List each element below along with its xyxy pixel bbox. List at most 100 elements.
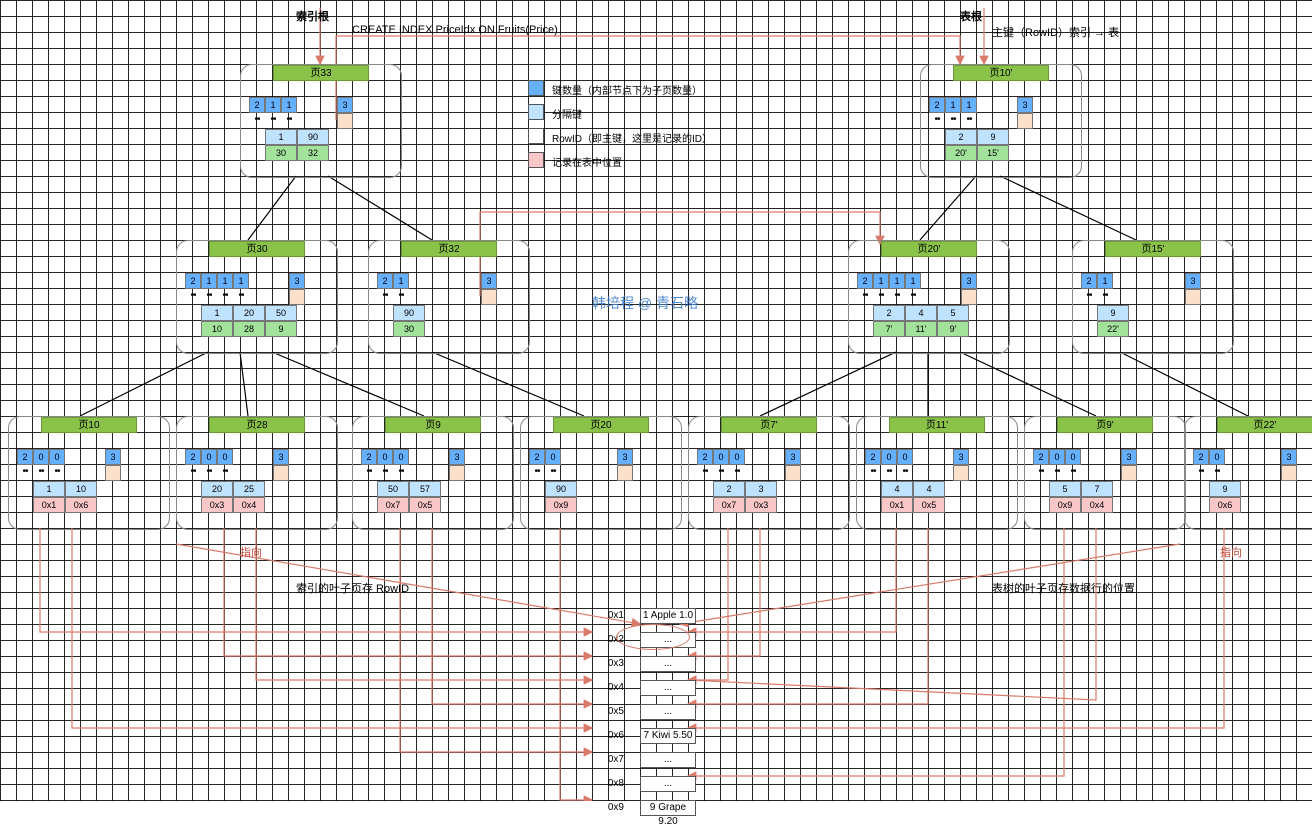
node-key: 20 [233, 305, 265, 321]
node-header-dots: •• [361, 465, 377, 481]
label-top-left-desc: CREATE INDEX PriceIdx ON Fruits(Price) [352, 24, 558, 36]
node-header-dots: •• [1097, 289, 1113, 305]
mem-highlight-ellipse [616, 624, 690, 650]
node-key: 10 [65, 481, 97, 497]
node-pin: 0x5 [409, 497, 441, 513]
node-header-right: 3 [105, 449, 121, 465]
node-header-cell: 0 [377, 449, 393, 465]
label-left-note: 指向 [240, 544, 262, 560]
node-p10p: 页10'2••1••1••3220'915' [920, 64, 1082, 178]
node-key: 4 [881, 481, 913, 497]
node-title: 页20' [881, 241, 977, 257]
node-key: 1 [265, 129, 297, 145]
mem-value: 9 Grape 9.20 [640, 800, 696, 816]
node-title: 页7' [721, 417, 817, 433]
node-header-cell: 1 [889, 273, 905, 289]
mem-value: ... [640, 656, 696, 672]
node-header-blank [449, 465, 465, 481]
label-top-right-desc: 主键（RowID）索引 → 表 [992, 24, 1119, 40]
node-header-dots: •• [249, 113, 265, 129]
node-header-cell: 1 [1097, 273, 1113, 289]
node-p10: 页102••0••0••310x1100x6 [8, 416, 170, 530]
node-header-right: 3 [953, 449, 969, 465]
legend-label-key: 分隔键 [552, 106, 582, 121]
node-child: 10 [201, 321, 233, 337]
node-header-right: 3 [1185, 273, 1201, 289]
label-bottom-left: 索引的叶子页存 RowID [296, 580, 409, 596]
mem-value: ... [640, 704, 696, 720]
node-header-cell: 1 [265, 97, 281, 113]
node-header-cell: 2 [17, 449, 33, 465]
node-header-dots: •• [1193, 465, 1209, 481]
node-child: 9' [937, 321, 969, 337]
node-header-dots: •• [265, 113, 281, 129]
node-header-blank [337, 113, 353, 129]
node-header-right: 3 [1281, 449, 1297, 465]
node-title: 页15' [1105, 241, 1201, 257]
node-header-cell: 0 [33, 449, 49, 465]
node-header-cell: 1 [873, 273, 889, 289]
mem-addr: 0x3 [584, 658, 624, 669]
node-header-dots: •• [217, 289, 233, 305]
node-title: 页10 [41, 417, 137, 433]
mem-addr: 0x5 [584, 706, 624, 717]
watermark: 韩培程 @ 青石略 [592, 293, 698, 313]
node-header-cell: 2 [185, 449, 201, 465]
mem-value: ... [640, 776, 696, 792]
node-header-right: 3 [1121, 449, 1137, 465]
node-key: 4 [913, 481, 945, 497]
node-header-blank [105, 465, 121, 481]
node-header-blank [289, 289, 305, 305]
node-title: 页9 [385, 417, 481, 433]
mem-addr: 0x6 [584, 730, 624, 741]
node-header-dots: •• [697, 465, 713, 481]
node-child: 28 [233, 321, 265, 337]
node-header-cell: 0 [393, 449, 409, 465]
node-title: 页20 [553, 417, 649, 433]
node-header-dots: •• [217, 465, 233, 481]
node-key: 9 [977, 129, 1009, 145]
node-header-cell: 0 [897, 449, 913, 465]
node-pin: 0x1 [881, 497, 913, 513]
node-header-cell: 0 [881, 449, 897, 465]
node-header-cell: 2 [857, 273, 873, 289]
node-title: 页11' [889, 417, 985, 433]
node-header-dots: •• [393, 465, 409, 481]
node-header-dots: •• [185, 289, 201, 305]
node-header-dots: •• [889, 289, 905, 305]
node-key: 90 [393, 305, 425, 321]
node-header-cell: 1 [217, 273, 233, 289]
node-header-cell: 0 [1049, 449, 1065, 465]
node-child: 22' [1097, 321, 1129, 337]
node-header-blank [481, 289, 497, 305]
node-pin: 0x1 [33, 497, 65, 513]
node-key: 2 [873, 305, 905, 321]
node-header-right: 3 [273, 449, 289, 465]
node-pin: 0x7 [377, 497, 409, 513]
node-child: 15' [977, 145, 1009, 161]
node-header-dots: •• [281, 113, 297, 129]
node-key: 9 [1209, 481, 1241, 497]
node-p33: 页332••1••1••31309032 [240, 64, 402, 178]
node-header-dots: •• [233, 289, 249, 305]
node-header-cell: 0 [1209, 449, 1225, 465]
node-header-right: 3 [449, 449, 465, 465]
node-header-cell: 0 [729, 449, 745, 465]
node-header-dots: •• [1209, 465, 1225, 481]
node-header-cell: 1 [393, 273, 409, 289]
node-p28: 页282••0••0••3200x3250x4 [176, 416, 338, 530]
node-header-cell: 1 [905, 273, 921, 289]
node-header-dots: •• [945, 113, 961, 129]
node-header-cell: 2 [361, 449, 377, 465]
node-title: 页28 [209, 417, 305, 433]
node-key: 7 [1081, 481, 1113, 497]
node-header-dots: •• [17, 465, 33, 481]
node-header-dots: •• [1081, 289, 1097, 305]
node-header-cell: 2 [1081, 273, 1097, 289]
node-pin: 0x7 [713, 497, 745, 513]
node-header-right: 3 [961, 273, 977, 289]
node-p9p: 页9'2••0••0••350x970x4 [1024, 416, 1186, 530]
legend-swatch-key [528, 104, 544, 120]
node-p32: 页322••1••39030 [368, 240, 530, 354]
node-header-dots: •• [529, 465, 545, 481]
